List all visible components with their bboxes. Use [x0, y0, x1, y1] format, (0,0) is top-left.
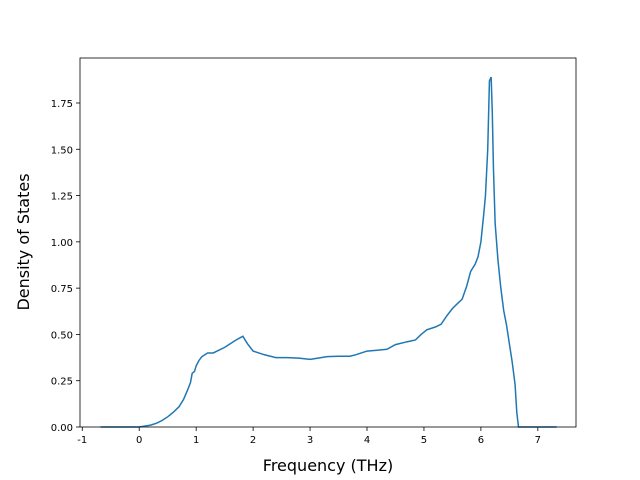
y-tick-label: 1.50	[51, 145, 73, 156]
x-tick-label: 3	[307, 435, 313, 446]
x-tick-label: 4	[364, 435, 370, 446]
x-tick-label: 5	[421, 435, 427, 446]
y-tick-label: 1.00	[51, 238, 73, 249]
y-tick-label: 0.00	[51, 423, 73, 434]
x-tick-label: 0	[136, 435, 142, 446]
x-axis-label: Frequency (THz)	[263, 456, 393, 475]
x-tick-label: 2	[250, 435, 256, 446]
y-tick-label: 1.25	[51, 192, 73, 203]
x-tick-label: 1	[193, 435, 199, 446]
y-tick-label: 0.50	[51, 330, 73, 341]
x-tick-label: 7	[535, 435, 541, 446]
line	[100, 76, 557, 428]
y-tick-label: 0.75	[51, 284, 73, 295]
y-tick-label: 1.75	[51, 99, 73, 110]
y-tick-label: 0.25	[51, 377, 73, 388]
x-tick-label: -1	[77, 435, 87, 446]
plot-frame	[79, 57, 577, 428]
x-tick-label: 6	[478, 435, 484, 446]
y-axis-label: Density of States	[14, 173, 33, 310]
